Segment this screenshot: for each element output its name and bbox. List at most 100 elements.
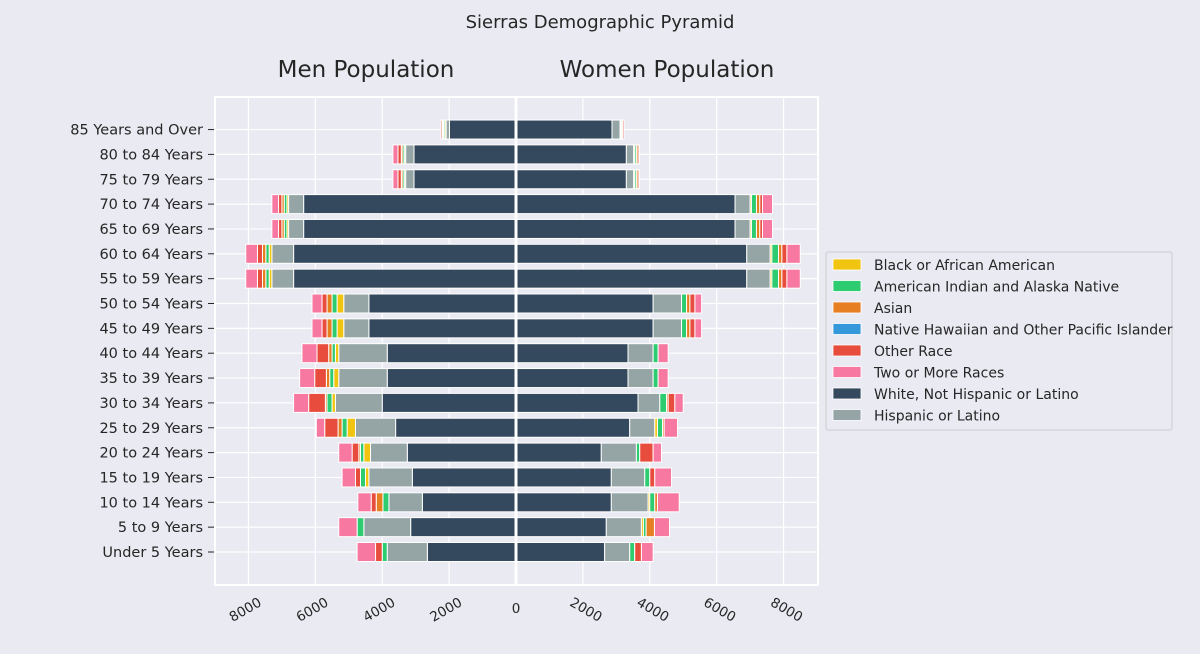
bar-segment	[405, 169, 415, 190]
y-tick-label: 45 to 49 Years	[99, 321, 203, 337]
x-tick-label: 0	[512, 601, 521, 617]
bar-segment	[288, 194, 305, 215]
bar-segment	[331, 318, 338, 339]
bar-segment	[649, 492, 656, 513]
bar-segment	[515, 169, 627, 190]
bar-segment	[311, 293, 323, 314]
bar-segment	[395, 417, 517, 438]
bar-segment	[265, 243, 270, 264]
bar-segment	[326, 318, 333, 339]
bar-segment	[338, 517, 358, 538]
bar-segment	[256, 243, 263, 264]
bar-segment	[413, 144, 517, 165]
bar-segment	[629, 542, 636, 562]
bar-segment	[667, 392, 676, 413]
bar-segment	[386, 542, 428, 562]
bar-segment	[293, 243, 517, 264]
bar-segment	[605, 517, 642, 538]
panel-separator	[514, 97, 518, 585]
bar-segment	[689, 293, 696, 314]
bar-segment	[334, 343, 340, 364]
bar-segment	[338, 442, 353, 463]
x-tick-label: 2000	[427, 595, 465, 626]
y-tick-label: 70 to 74 Years	[99, 197, 203, 213]
bar-segment	[368, 293, 517, 314]
bar-segment	[652, 318, 683, 339]
bar-segment	[299, 368, 316, 389]
bar-segment	[356, 542, 377, 562]
bar-segment	[649, 467, 656, 488]
bar-segment	[681, 293, 688, 314]
bar-segment	[413, 169, 517, 190]
bar-segment	[657, 368, 669, 389]
bar-segment	[610, 467, 646, 488]
bar-segment	[245, 268, 258, 289]
bar-segment	[750, 194, 757, 215]
y-tick-label: 10 to 14 Years	[99, 495, 203, 511]
bar-segment	[324, 417, 339, 438]
bar-segment	[515, 119, 613, 140]
x-tick-label: 4000	[360, 595, 398, 626]
bar-segment	[771, 268, 780, 289]
legend-label: Hispanic or Latino	[874, 409, 1000, 425]
bar-segment	[278, 194, 283, 215]
bar-segment	[689, 318, 696, 339]
bar-segment	[397, 144, 402, 165]
bar-segment	[627, 368, 654, 389]
bar-segment	[363, 517, 412, 538]
bar-segment	[637, 392, 661, 413]
bar-segment	[303, 194, 517, 215]
bar-segment	[321, 293, 328, 314]
bar-segment	[694, 318, 703, 339]
bar-segment	[652, 368, 659, 389]
bar-segment	[515, 243, 748, 264]
bar-segment	[515, 492, 612, 513]
bar-segment	[627, 343, 654, 364]
bar-segment	[375, 492, 384, 513]
bar-segment	[515, 467, 612, 488]
bar-segment	[761, 194, 774, 215]
bar-segment	[639, 442, 654, 463]
bar-segment	[781, 243, 788, 264]
bar-segment	[245, 243, 258, 264]
bar-segment	[652, 442, 662, 463]
bar-segment	[634, 542, 642, 562]
bar-segment	[392, 169, 399, 190]
x-tick-label: 4000	[634, 595, 672, 626]
legend-box	[825, 251, 1173, 431]
bar-segment	[271, 243, 295, 264]
bar-segment	[370, 492, 377, 513]
bar-segment	[637, 144, 640, 165]
legend-swatch	[832, 409, 862, 421]
bar-segment	[271, 218, 280, 239]
bar-segment	[388, 492, 423, 513]
chart-title: Sierras Demographic Pyramid	[466, 12, 735, 33]
bar-segment	[261, 243, 267, 264]
bar-segment	[657, 343, 669, 364]
bar-segment	[271, 268, 295, 289]
bar-segment	[381, 392, 517, 413]
legend: Black or African American American Indian…	[825, 251, 1173, 431]
bar-segment	[755, 218, 761, 239]
plot-area: Under 5 Years 5 to 9 Years 10 to 14 Years 1…	[70, 96, 819, 626]
bar-segment	[746, 243, 771, 264]
bar-segment	[674, 392, 684, 413]
bar-segment	[329, 368, 335, 389]
bar-segment	[368, 467, 413, 488]
bar-segment	[293, 392, 310, 413]
bar-segment	[652, 343, 659, 364]
bar-segment	[359, 442, 365, 463]
y-tick-label: 80 to 84 Years	[99, 147, 203, 163]
bar-segment	[515, 318, 654, 339]
bar-segment	[635, 442, 641, 463]
bar-segment	[336, 318, 345, 339]
bar-segment	[778, 268, 783, 289]
bar-segment	[331, 343, 336, 364]
bar-segment	[406, 442, 517, 463]
bar-segment	[515, 542, 606, 562]
bar-segment	[604, 542, 631, 562]
bar-segment	[515, 293, 654, 314]
bar-segment	[681, 318, 688, 339]
